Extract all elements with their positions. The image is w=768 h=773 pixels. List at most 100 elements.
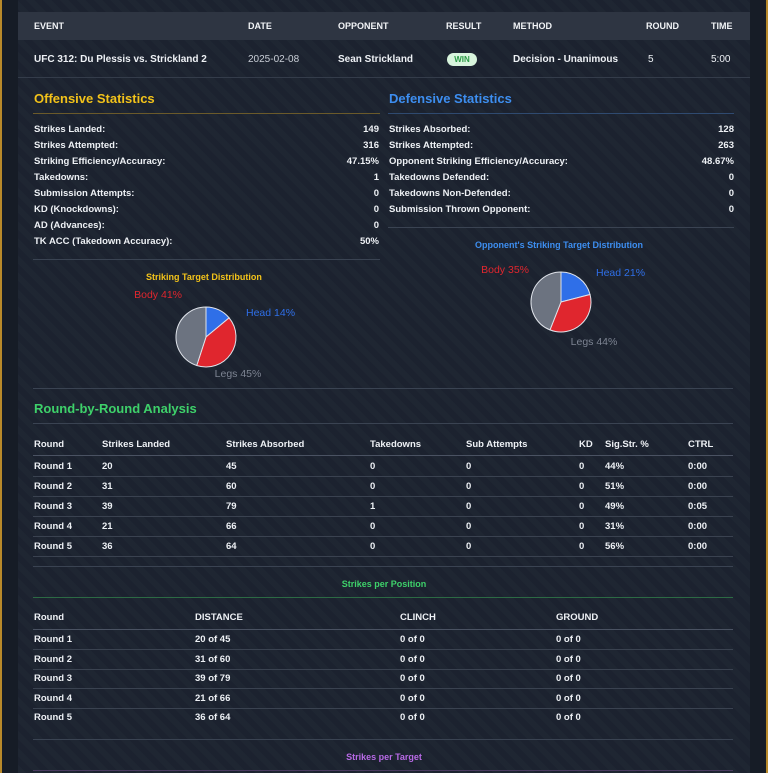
pie1-group: Head 14% Body 41% Legs 45% — [134, 289, 295, 380]
fight-opponent: Sean Strickland — [338, 54, 414, 65]
table-row-divider — [33, 476, 733, 477]
round-table-header: KD — [579, 439, 593, 450]
table-row-divider — [33, 496, 733, 497]
round-table-header: Round — [34, 439, 65, 450]
position-table-cell: Round 1 — [34, 634, 72, 645]
table-row-divider — [33, 649, 733, 650]
round-table-cell: 66 — [226, 521, 237, 532]
fight-event: UFC 312: Du Plessis vs. Strickland 2 — [34, 54, 207, 65]
offensive-stat-label: AD (Advances): — [34, 220, 105, 231]
round-table-cell: 36 — [102, 541, 113, 552]
round-table-cell: 0 — [370, 481, 376, 492]
round-table-cell: 0 — [579, 541, 585, 552]
offensive-stat-label: Strikes Attempted: — [34, 140, 119, 151]
position-table-cell: 0 of 0 — [400, 712, 425, 723]
defensive-stat-label: Strikes Absorbed: — [389, 124, 471, 135]
round-table-cell: Round 4 — [34, 521, 72, 532]
defensive-stat-value: 0 — [728, 204, 734, 215]
header-result: RESULT — [446, 21, 482, 31]
defensive-stats-title: Defensive Statistics — [389, 91, 512, 106]
position-divider — [33, 597, 733, 598]
offensive-stat-value: 316 — [363, 140, 379, 151]
fight-row[interactable]: UFC 312: Du Plessis vs. Strickland 2 202… — [18, 40, 750, 78]
header-date: DATE — [248, 21, 272, 31]
position-table-cell: 0 of 0 — [556, 673, 581, 684]
round-table-cell: 0:00 — [688, 521, 708, 532]
defensive-stat-value: 48.67% — [701, 156, 734, 167]
header-opponent: OPPONENT — [338, 21, 389, 31]
round-table-cell: 0 — [579, 461, 585, 472]
fights-table-header: EVENT DATE OPPONENT RESULT METHOD ROUND … — [18, 12, 750, 40]
strikes-per-target-title: Strikes per Target — [346, 752, 422, 762]
position-table-cell: 0 of 0 — [556, 712, 581, 723]
position-table-cell: Round 5 — [34, 712, 72, 723]
offensive-stat-label: TK ACC (Takedown Accuracy): — [34, 236, 173, 247]
round-header-line — [33, 455, 733, 456]
pie-slice-legs — [175, 306, 207, 367]
position-table-cell: 20 of 45 — [195, 634, 231, 645]
round-table-cell: 0 — [466, 481, 472, 492]
pie-label-body: Body 41% — [134, 289, 182, 301]
header-event: EVENT — [34, 21, 65, 31]
round-table-cell: 51% — [605, 481, 625, 492]
round-table-cell: 0 — [370, 461, 376, 472]
offensive-stat-value: 0 — [373, 188, 379, 199]
round-table-cell: 0:00 — [688, 541, 708, 552]
position-table-cell: 36 of 64 — [195, 712, 231, 723]
pie-slice-body — [196, 317, 237, 368]
defensive-stat-label: Opponent Striking Efficiency/Accuracy: — [389, 156, 568, 167]
round-table-cell: 0 — [579, 501, 585, 512]
round-table-cell: 0 — [466, 461, 472, 472]
offensive-stat-value: 47.15% — [346, 156, 379, 167]
round-table-cell: 31 — [102, 481, 113, 492]
target-divider — [33, 770, 733, 771]
defensive-stat-value: 263 — [718, 140, 734, 151]
opponent-target-pie: Head 21% Body 35% Legs 44% — [481, 264, 645, 348]
fight-time: 5:00 — [711, 54, 731, 65]
position-table-header: Round — [34, 612, 65, 623]
position-table-cell: 0 of 0 — [556, 634, 581, 645]
offensive-bottom-divider — [33, 259, 380, 260]
table-row-divider — [33, 536, 733, 537]
round-table-cell: 0 — [579, 521, 585, 532]
strikes-per-position-title: Strikes per Position — [341, 579, 427, 589]
round-table-bottom-divider — [33, 566, 733, 567]
offensive-stat-label: Submission Attempts: — [34, 188, 135, 199]
round-table-cell: 0 — [370, 521, 376, 532]
defensive-stat-value: 128 — [718, 124, 734, 135]
position-table-cell: 21 of 66 — [195, 692, 231, 704]
offensive-stat-value: 0 — [373, 220, 379, 231]
defensive-stat-label: Takedowns Defended: — [389, 172, 490, 183]
round-table-header: Strikes Landed — [102, 439, 171, 450]
offensive-divider — [33, 113, 380, 114]
header-round: ROUND — [646, 21, 679, 31]
round-table-cell: 0 — [466, 541, 472, 552]
round-table-cell: Round 5 — [34, 541, 72, 552]
position-table-cell: 39 of 79 — [195, 673, 231, 684]
position-table-cell: 0 of 0 — [400, 692, 425, 704]
round-table-cell: 0 — [466, 501, 472, 512]
round-table-cell: Round 1 — [34, 461, 72, 472]
position-table-cell: 0 of 0 — [400, 673, 425, 684]
fight-method: Decision - Unanimous — [513, 54, 619, 65]
position-table-cell: 31 of 60 — [195, 653, 231, 665]
round-table-cell: 20 — [102, 461, 113, 472]
offensive-stat-label: Strikes Landed: — [34, 124, 106, 135]
pie-slice-legs — [530, 271, 562, 331]
table-row-divider — [33, 688, 733, 689]
round-table-header: CTRL — [688, 439, 714, 450]
fight-date: 2025-02-08 — [248, 54, 300, 65]
section-divider — [33, 388, 733, 389]
round-table-cell: 0:00 — [688, 481, 708, 492]
position-table-header: GROUND — [556, 612, 599, 623]
position-table-cell: 0 of 0 — [556, 653, 581, 665]
round-table-cell: 64 — [226, 541, 237, 552]
position-header-line — [33, 629, 733, 630]
round-table-cell: 0:05 — [688, 501, 708, 512]
round-table-cell: 39 — [102, 501, 113, 512]
round-table-cell: 0 — [579, 481, 585, 492]
round-analysis-title: Round-by-Round Analysis — [34, 401, 197, 416]
pie-slice-head — [560, 271, 591, 303]
round-table-cell: 56% — [605, 541, 625, 552]
pie-label-legs: Legs 44% — [571, 336, 618, 348]
